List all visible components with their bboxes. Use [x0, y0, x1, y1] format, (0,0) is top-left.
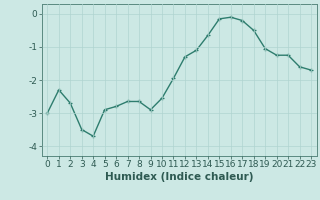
- X-axis label: Humidex (Indice chaleur): Humidex (Indice chaleur): [105, 172, 253, 182]
